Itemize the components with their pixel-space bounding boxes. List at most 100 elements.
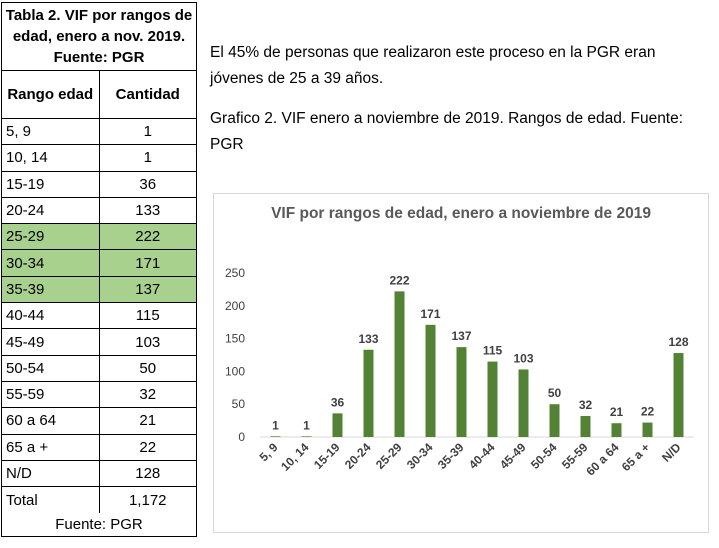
table-row: 55-59 32 xyxy=(1,380,197,409)
bar xyxy=(518,369,529,437)
row-count: 22 xyxy=(98,433,197,461)
row-range: 5, 9 xyxy=(1,117,100,146)
row-count: 1 xyxy=(98,144,197,172)
bar-chart: VIF por rangos de edad, enero a noviembr… xyxy=(213,193,709,533)
bar xyxy=(456,347,467,437)
y-tick-label: 50 xyxy=(232,397,246,411)
row-range: 55-59 xyxy=(1,380,100,409)
row-count: 50 xyxy=(98,354,197,382)
x-tick-label: 5, 9 xyxy=(257,440,281,464)
total-value: 1,172 xyxy=(98,486,197,513)
row-range: 40-44 xyxy=(1,302,100,330)
table-row: 40-44 115 xyxy=(1,302,197,330)
x-tick-label: 40-44 xyxy=(466,440,498,472)
x-tick-label: 35-39 xyxy=(435,440,467,472)
chart-caption: Grafico 2. VIF enero a noviembre de 2019… xyxy=(210,110,684,153)
header-count: Cantidad xyxy=(98,70,197,119)
bar xyxy=(394,291,405,437)
y-tick-label: 0 xyxy=(238,430,245,444)
x-tick-label: 65 a + xyxy=(619,440,653,474)
data-label: 1 xyxy=(303,418,310,432)
table-row: 20-24 133 xyxy=(1,196,197,225)
bar xyxy=(363,349,374,437)
x-tick-label: 10, 14 xyxy=(278,440,312,474)
table-caption: Tabla 2. VIF por rangos de edad, enero a… xyxy=(1,2,197,71)
row-count: 1 xyxy=(98,117,197,146)
total-row: Total 1,172 xyxy=(1,486,197,513)
table-row: 30-34 171 xyxy=(1,249,197,277)
bar xyxy=(642,422,653,437)
x-tick-label: 30-34 xyxy=(404,440,436,472)
x-tick-label: 45-49 xyxy=(497,440,529,472)
row-range: 50-54 xyxy=(1,354,100,382)
row-range: 15-19 xyxy=(1,170,100,198)
table-row: 50-54 50 xyxy=(1,354,197,382)
row-count: 36 xyxy=(98,170,197,198)
y-tick-label: 150 xyxy=(225,332,245,346)
row-range: 65 a + xyxy=(1,433,100,461)
data-label: 103 xyxy=(513,351,533,365)
bar xyxy=(611,423,622,437)
row-count: 222 xyxy=(98,223,197,251)
bar xyxy=(487,361,498,437)
x-tick-label: 50-54 xyxy=(528,440,560,472)
bar xyxy=(549,404,560,437)
data-label: 36 xyxy=(331,395,345,409)
summary-paragraph: El 45% de personas que realizaron este p… xyxy=(210,44,656,87)
y-tick-label: 250 xyxy=(225,266,245,280)
chart-plot: 0 50 100 150 200 250 1 5, 9 1 10, 14 36 15-19 133 20-… xyxy=(225,266,694,478)
y-tick-label: 100 xyxy=(225,364,245,378)
bar xyxy=(580,416,591,437)
x-tick-label: 25-29 xyxy=(373,440,405,472)
table-row: N/D 128 xyxy=(1,459,197,488)
chart-title: VIF por rangos de edad, enero a noviembr… xyxy=(271,205,651,222)
table-row: 65 a +22 xyxy=(1,433,197,461)
bar xyxy=(332,413,343,437)
x-tick-label: 15-19 xyxy=(311,440,343,472)
row-range: 60 a 64 xyxy=(1,407,100,435)
y-tick-label: 200 xyxy=(225,299,245,313)
row-count: 21 xyxy=(98,407,197,435)
table-row: 60 a 64 21 xyxy=(1,407,197,435)
data-label: 22 xyxy=(641,405,655,419)
row-range: 25-29 xyxy=(1,223,100,251)
header-range: Rango edad xyxy=(1,70,100,119)
table-row: 15-19 36 xyxy=(1,170,197,198)
bar xyxy=(301,436,312,437)
vif-age-table: Tabla 2. VIF por rangos de edad, enero a… xyxy=(1,2,197,538)
table-footer: Fuente: PGR xyxy=(1,512,197,538)
table-row: 10, 14 1 xyxy=(1,144,197,172)
data-label: 137 xyxy=(451,329,471,343)
x-tick-label: 60 a 64 xyxy=(583,440,621,478)
row-range: 10, 14 xyxy=(1,144,100,172)
data-label: 128 xyxy=(668,335,688,349)
data-label: 222 xyxy=(389,273,409,287)
row-range: 30-34 xyxy=(1,249,100,277)
x-tick-label: 20-24 xyxy=(342,440,374,472)
data-label: 133 xyxy=(358,332,378,346)
data-label: 115 xyxy=(483,344,503,358)
total-label: Total xyxy=(1,486,100,513)
x-tick-label: N/D xyxy=(659,440,684,465)
bar xyxy=(425,324,436,437)
table-row: 35-39 137 xyxy=(1,275,197,304)
row-count: 32 xyxy=(98,380,197,409)
row-count: 128 xyxy=(98,459,197,488)
table-row: 45-49 103 xyxy=(1,328,197,356)
row-count: 133 xyxy=(98,196,197,225)
row-count: 103 xyxy=(98,328,197,356)
row-range: 20-24 xyxy=(1,196,100,225)
bar xyxy=(270,436,281,437)
footer-row: Fuente: PGR xyxy=(1,512,197,538)
data-label: 21 xyxy=(610,405,624,419)
row-range: 35-39 xyxy=(1,275,100,304)
bar xyxy=(673,353,684,437)
data-label: 171 xyxy=(420,307,440,321)
row-count: 115 xyxy=(98,302,197,330)
table-row: 25-29 222 xyxy=(1,223,197,251)
row-range: N/D xyxy=(1,459,100,488)
row-count: 137 xyxy=(98,275,197,304)
data-label: 1 xyxy=(272,418,279,432)
data-label: 32 xyxy=(579,398,593,412)
